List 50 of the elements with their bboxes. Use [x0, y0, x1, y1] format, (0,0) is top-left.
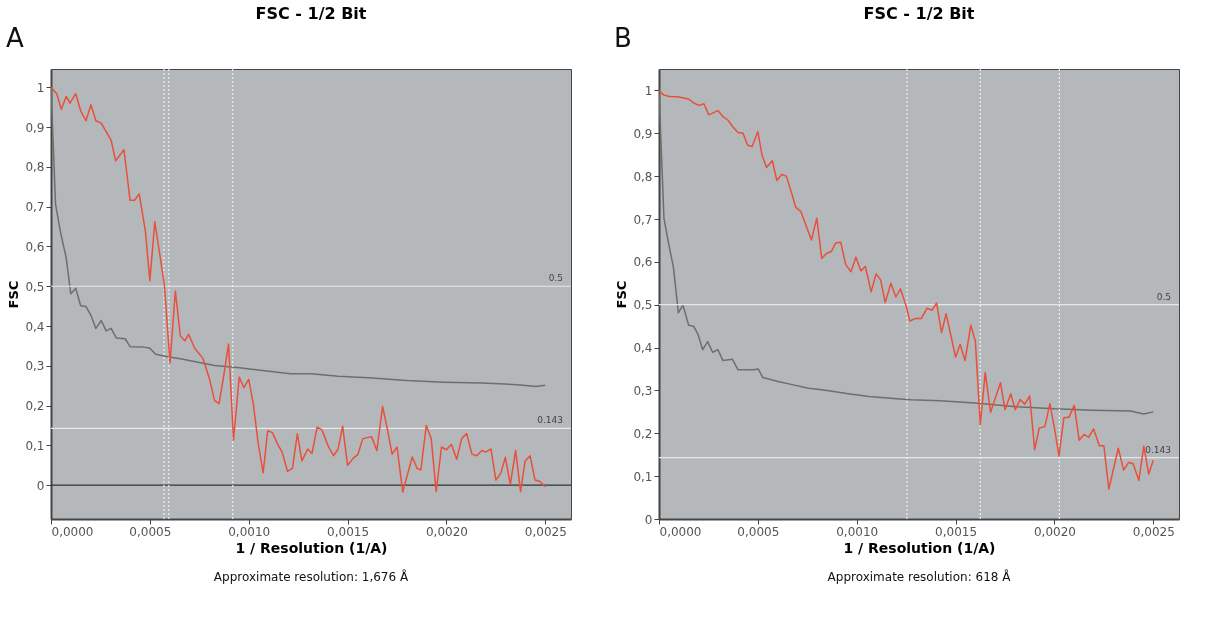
y-tick-label: 0,6 — [633, 255, 653, 270]
y-tick-label: 0,7 — [633, 212, 653, 227]
y-tick-label: 0,1 — [633, 469, 653, 484]
x-tick-label: 0,0005 — [129, 524, 172, 539]
x-tick-label: 0,0010 — [228, 524, 271, 539]
x-tick-label: 0,0015 — [327, 524, 370, 539]
x-tick-label: 0,0000 — [51, 524, 94, 539]
x-tick-label: 0,0000 — [659, 524, 702, 539]
x-tick-label: 0,0020 — [1033, 524, 1076, 539]
y-tick-label: 1 — [644, 83, 653, 98]
ref-line-label: 0.5 — [548, 273, 563, 284]
y-tick-label: 0,5 — [633, 298, 653, 313]
line-series — [659, 89, 1155, 415]
chart-title: FSC - 1/2 Bit — [863, 4, 975, 23]
ref-line-label: 0.5 — [1156, 291, 1171, 302]
x-tick-label: 0,0025 — [1132, 524, 1175, 539]
x-tick-label: 0,0005 — [737, 524, 780, 539]
y-tick-label: 0,1 — [25, 438, 45, 453]
text: Approximate resolution: 1,676 Å — [213, 569, 409, 584]
y-tick-label: 0,5 — [25, 279, 45, 294]
ref-line-label: 0.143 — [1145, 444, 1171, 455]
x-axis-title: 1 / Resolution (1/A) — [235, 539, 388, 556]
chart-title: FSC - 1/2 Bit — [255, 4, 367, 23]
y-tick-label: 0,8 — [633, 169, 653, 184]
x-axis-title: 1 / Resolution (1/A) — [843, 539, 996, 556]
y-tick-label: 0,9 — [633, 126, 653, 141]
x-tick-label: 0,0015 — [935, 524, 978, 539]
y-tick-label: 0,2 — [633, 426, 653, 441]
ref-line-label: 0.143 — [537, 415, 563, 426]
text: A — [6, 23, 24, 53]
text: B — [614, 23, 632, 53]
y-tick-label: 0,6 — [25, 239, 45, 254]
y-tick-label: 0,3 — [25, 359, 45, 374]
y-tick-label: 0,3 — [633, 383, 653, 398]
y-tick-label: 0,2 — [25, 399, 45, 414]
y-tick-label: 0,4 — [25, 319, 45, 334]
y-tick-label: 0,9 — [25, 120, 45, 135]
y-tick-label: 0,7 — [25, 200, 45, 215]
line-series — [51, 86, 547, 388]
y-tick-label: 0,8 — [25, 160, 45, 175]
text: Approximate resolution: 618 Å — [827, 569, 1012, 584]
x-tick-label: 0,0020 — [425, 524, 468, 539]
y-tick-label: 1 — [36, 80, 45, 95]
y-axis-title: FSC — [6, 280, 22, 309]
y-tick-label: 0 — [644, 512, 653, 527]
y-tick-label: 0 — [36, 478, 45, 493]
x-tick-label: 0,0025 — [524, 524, 567, 539]
x-tick-label: 0,0010 — [836, 524, 879, 539]
y-tick-label: 0,4 — [633, 341, 653, 356]
y-axis-title: FSC — [614, 280, 630, 309]
